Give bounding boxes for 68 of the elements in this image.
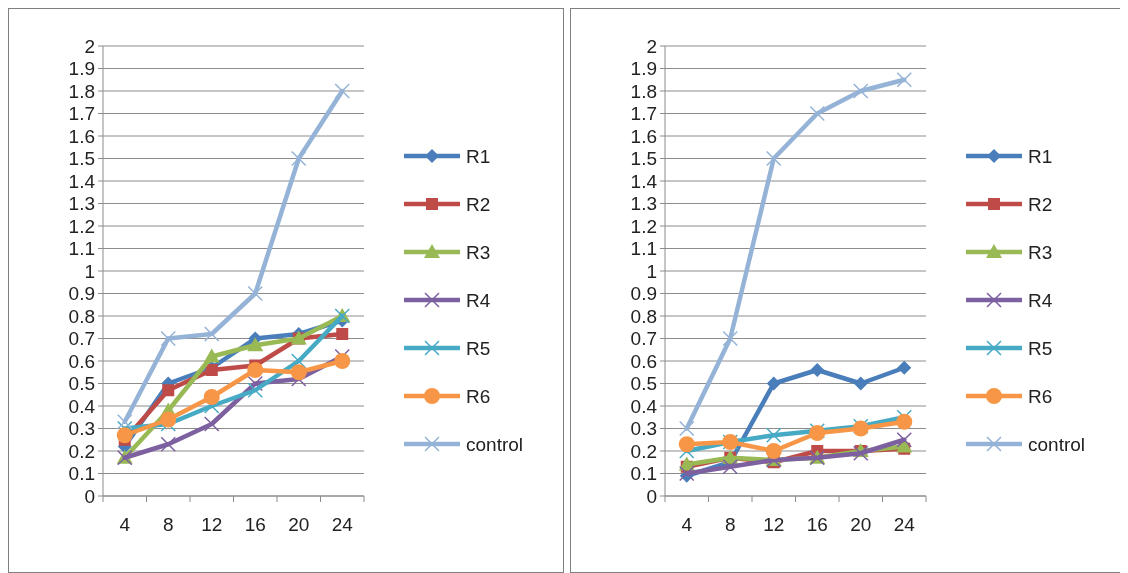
y-tick-label: 0.2	[68, 440, 95, 462]
legend-label: control	[1028, 433, 1086, 455]
y-tick-label: 0.4	[68, 395, 96, 417]
y-tick-label: 1	[84, 260, 95, 282]
y-tick-label: 1.3	[68, 193, 95, 215]
y-tick-label: 0.7	[630, 328, 657, 350]
y-tick-label: 0.5	[630, 373, 657, 395]
y-tick-label: 1.9	[630, 58, 657, 80]
legend-label: R3	[466, 241, 491, 263]
y-tick-label: 1.7	[630, 103, 657, 125]
x-tick-label: 8	[724, 514, 736, 535]
y-tick-label: 1.9	[68, 58, 95, 80]
y-tick-label: 1.5	[630, 148, 657, 170]
x-tick-label: 16	[244, 514, 266, 535]
legend-label: control	[466, 433, 524, 455]
y-tick-label: 1.4	[68, 170, 96, 192]
x-tick-label: 4	[681, 514, 693, 535]
x-tick-label: 20	[850, 514, 872, 535]
y-tick-label: 0.7	[68, 328, 95, 350]
y-tick-label: 1.4	[630, 170, 658, 192]
y-tick-label: 1.5	[68, 148, 95, 170]
y-tick-label: 0.6	[68, 350, 95, 372]
legend-label: R3	[1028, 241, 1053, 263]
y-tick-label: 1.2	[68, 215, 95, 237]
y-tick-label: 0.6	[630, 350, 657, 372]
y-tick-label: 1.8	[630, 80, 657, 102]
y-tick-label: 1	[646, 260, 657, 282]
y-tick-label: 0.4	[630, 395, 658, 417]
legend-label: R4	[1028, 289, 1053, 311]
y-tick-label: 1.7	[68, 103, 95, 125]
y-tick-label: 2	[646, 35, 657, 57]
legend-label: R6	[466, 385, 491, 407]
y-tick-label: 0.1	[68, 463, 95, 485]
legend-label: R5	[466, 337, 491, 359]
y-tick-label: 1.6	[630, 125, 657, 147]
x-tick-label: 12	[763, 514, 785, 535]
y-tick-label: 1.3	[630, 193, 657, 215]
x-tick-label: 8	[162, 514, 174, 535]
y-tick-label: 0.9	[68, 283, 95, 305]
y-tick-label: 0.3	[68, 418, 95, 440]
x-tick-label: 24	[893, 514, 916, 535]
legend-label: R4	[466, 289, 491, 311]
x-tick-label: 16	[806, 514, 828, 535]
y-tick-label: 1.6	[68, 125, 95, 147]
x-tick-label: 4	[119, 514, 131, 535]
y-tick-label: 1.2	[630, 215, 657, 237]
y-tick-label: 0	[84, 485, 95, 507]
y-tick-label: 1.8	[68, 80, 95, 102]
x-tick-label: 20	[288, 514, 310, 535]
y-tick-label: 0.2	[630, 440, 657, 462]
y-tick-label: 0.8	[630, 305, 657, 327]
legend-label: R1	[466, 145, 491, 167]
y-tick-label: 0.8	[68, 305, 95, 327]
y-tick-label: 0	[646, 485, 657, 507]
y-tick-label: 0.5	[68, 373, 95, 395]
y-tick-label: 1.1	[630, 238, 657, 260]
legend-label: R1	[1028, 145, 1053, 167]
x-tick-label: 24	[331, 514, 354, 535]
x-tick-label: 12	[201, 514, 223, 535]
y-tick-label: 0.1	[630, 463, 657, 485]
y-tick-label: 0.9	[630, 283, 657, 305]
legend-label: R6	[1028, 385, 1053, 407]
y-tick-label: 1.1	[68, 238, 95, 260]
y-tick-label: 0.3	[630, 418, 657, 440]
y-tick-label: 2	[84, 35, 95, 57]
legend-label: R2	[1028, 193, 1053, 215]
legend-label: R2	[466, 193, 491, 215]
legend-label: R5	[1028, 337, 1053, 359]
